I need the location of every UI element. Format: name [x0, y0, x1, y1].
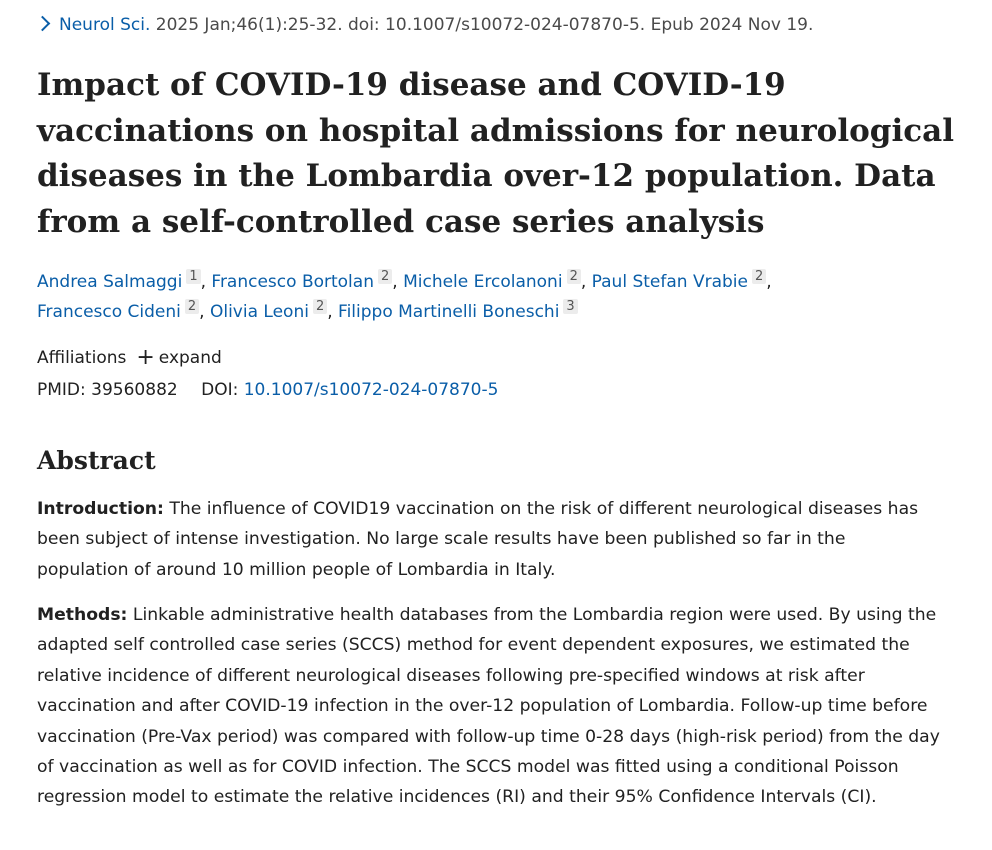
affiliation-marker[interactable]: 2 [184, 299, 200, 314]
plus-icon: + [136, 345, 155, 370]
author-link[interactable]: Paul Stefan Vrabie [591, 272, 748, 292]
affiliation-marker[interactable]: 3 [563, 299, 578, 314]
author-list: Andrea Salmaggi 1, Francesco Bortolan 2, M… [37, 269, 772, 322]
citation-details: 2025 Jan;46(1):25-32. doi: 10.1007/s1007… [150, 15, 814, 35]
affiliation-marker[interactable]: 2 [312, 299, 328, 314]
affiliation-marker[interactable]: 2 [751, 269, 767, 284]
affiliation-marker[interactable]: 2 [377, 269, 393, 284]
doi-link[interactable]: 10.1007/s10072-024-07870-5 [243, 380, 499, 400]
pmid-value: 39560882 [91, 380, 178, 400]
methods-label: Methods: [37, 605, 128, 625]
affiliation-marker[interactable]: 2 [566, 269, 581, 284]
introduction-text: The influence of COVID19 vaccination on … [37, 499, 919, 580]
author-link[interactable]: Francesco Bortolan [211, 272, 374, 292]
author-link[interactable]: Filippo Martinelli Boneschi [338, 302, 560, 322]
affiliations-toggle[interactable]: Affiliations + expand [37, 344, 222, 371]
chevron-right-icon[interactable] [34, 15, 51, 32]
pmid-label: PMID: [37, 380, 86, 400]
affiliation-marker[interactable]: 1 [186, 269, 201, 284]
identifiers: PMID: 39560882 DOI: 10.1007/s10072-024-0… [37, 377, 498, 403]
abstract-methods: Methods: Linkable administrative health … [37, 600, 942, 813]
author-link[interactable]: Andrea Salmaggi [37, 272, 183, 292]
author-link[interactable]: Olivia Leoni [209, 302, 309, 322]
affiliations-label: Affiliations [37, 348, 127, 368]
abstract-heading: Abstract [37, 446, 156, 475]
citation-line: Neurol Sci. 2025 Jan;46(1):25-32. doi: 1… [34, 13, 814, 37]
doi-label: DOI: [201, 380, 239, 400]
abstract-introduction: Introduction: The influence of COVID19 v… [37, 494, 942, 585]
introduction-label: Introduction: [37, 499, 164, 519]
methods-text: Linkable administrative health databases… [37, 605, 940, 808]
journal-link[interactable]: Neurol Sci. [59, 15, 151, 35]
article-title: Impact of COVID-19 disease and COVID-19 … [37, 67, 954, 240]
author-link[interactable]: Michele Ercolanoni [403, 272, 563, 292]
author-link[interactable]: Francesco Cideni [37, 302, 181, 322]
expand-label: expand [158, 348, 222, 368]
